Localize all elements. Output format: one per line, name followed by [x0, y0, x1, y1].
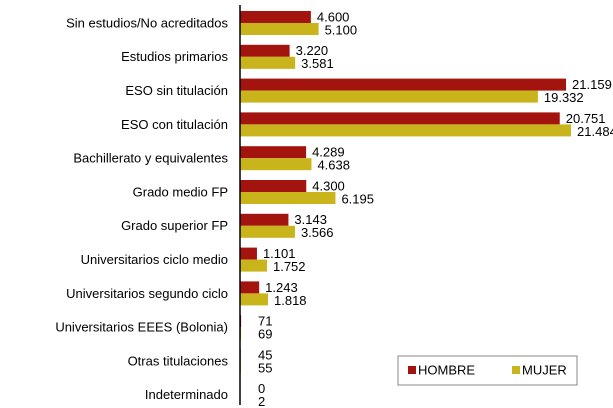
value-label: 55 — [258, 360, 272, 375]
value-label: 2 — [258, 394, 265, 408]
category-label: Universitarios EEES (Bolonia) — [55, 320, 228, 335]
category-label: Otras titulaciones — [128, 353, 229, 368]
value-label: 1.818 — [274, 293, 307, 308]
value-label: 21.159 — [572, 77, 612, 92]
bar — [240, 293, 269, 306]
value-label: 3.143 — [294, 212, 327, 227]
value-label: 3.220 — [296, 43, 329, 58]
value-label: 1.243 — [265, 280, 298, 295]
value-label: 5.100 — [325, 22, 358, 37]
category-label: Universitarios ciclo medio — [81, 252, 228, 267]
bar — [240, 112, 560, 125]
value-label: 21.484 — [577, 124, 613, 139]
category-label: Grado medio FP — [133, 184, 228, 199]
bar — [240, 11, 311, 23]
value-label: 4.300 — [312, 178, 345, 193]
value-label: 45 — [258, 347, 272, 362]
bar — [240, 56, 296, 69]
legend-box — [397, 355, 578, 386]
category-label: Bachillerato y equivalentes — [73, 151, 228, 166]
bar — [240, 146, 307, 159]
value-label: 6.195 — [341, 191, 374, 206]
bar — [240, 44, 290, 57]
value-label: 3.581 — [301, 56, 334, 71]
bar — [240, 180, 307, 192]
legend-label: MUJER — [522, 362, 567, 377]
bar — [240, 225, 295, 238]
value-label: 69 — [258, 327, 272, 342]
bar — [240, 192, 336, 204]
category-label: Universitarios segundo ciclo — [66, 286, 228, 301]
category-label: ESO sin titulación — [125, 83, 228, 98]
legend-swatch — [408, 366, 416, 374]
bar — [240, 213, 289, 226]
category-label: Estudios primarios — [121, 49, 228, 64]
value-label: 4.289 — [312, 145, 345, 160]
value-label: 1.752 — [273, 259, 306, 274]
bar — [240, 247, 257, 260]
bar — [240, 23, 319, 35]
bar — [240, 90, 538, 103]
value-label: 4.638 — [317, 158, 350, 173]
value-label: 71 — [258, 314, 272, 329]
value-label: 1.101 — [263, 246, 296, 261]
bar — [240, 78, 567, 91]
category-label: Sin estudios/No acreditados — [66, 15, 228, 30]
legend-swatch — [512, 366, 520, 374]
value-label: 3.566 — [301, 225, 334, 240]
legend-label: HOMBRE — [418, 362, 475, 377]
category-label: ESO con titulación — [121, 117, 228, 132]
value-label: 4.600 — [317, 9, 350, 24]
category-label: Grado superior FP — [121, 218, 228, 233]
bar — [240, 281, 260, 294]
bar — [240, 259, 267, 272]
bar — [240, 158, 312, 171]
value-label: 0 — [258, 381, 265, 396]
value-label: 19.332 — [544, 90, 584, 105]
category-label: Indeterminado — [145, 387, 228, 402]
value-label: 20.751 — [566, 111, 606, 126]
bar — [240, 124, 572, 137]
